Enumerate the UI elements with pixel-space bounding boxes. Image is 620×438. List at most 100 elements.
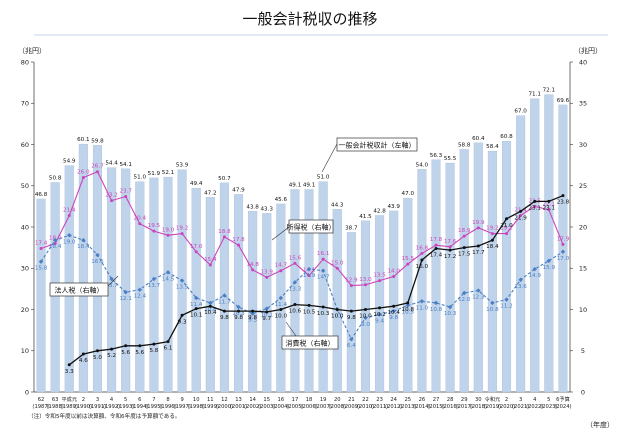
income-tax-value-label: 14.8: [246, 262, 259, 268]
corporate-tax-point: [490, 300, 495, 306]
income-tax-point: [448, 245, 452, 249]
income-tax-point: [406, 262, 410, 266]
x-tick-label: 25: [404, 397, 411, 403]
income-tax-point: [392, 275, 396, 278]
income-tax-point: [420, 251, 424, 255]
corporate-tax-point: [278, 295, 284, 301]
income-tax-value-label: 13.0: [359, 277, 372, 283]
total-bar: [304, 189, 314, 393]
income-tax-point: [208, 263, 212, 267]
consumption-tax-value-label: 10.4: [204, 310, 217, 316]
x-tick-label: 13: [235, 397, 242, 403]
x-tick-label-western: (2013): [399, 404, 416, 410]
x-tick-label-western: (2001): [230, 404, 247, 410]
income-tax-value-label: 14.7: [275, 263, 288, 269]
corporate-tax-value-label: 18.4: [77, 244, 90, 250]
corporate-tax-point: [250, 311, 255, 316]
income-tax-value-label: 23.7: [119, 188, 132, 194]
total-bar-label: 47.9: [232, 187, 245, 193]
income-tax-point: [138, 222, 142, 226]
x-axis-unit: （年度）: [586, 420, 614, 429]
x-tick-label: 2: [82, 397, 85, 403]
income-tax-value-label: 19.2: [486, 226, 498, 232]
corporate-tax-point: [518, 277, 523, 282]
callout-total: 一般会計税収計（左軸）: [321, 137, 418, 173]
total-bar: [445, 162, 455, 393]
income-tax-value-label: 15.4: [204, 257, 217, 263]
total-bar: [360, 220, 370, 393]
total-bar-label: 51.9: [148, 171, 161, 177]
corporate-tax-point: [137, 287, 142, 292]
corporate-tax-point: [208, 300, 213, 306]
total-bar: [431, 159, 441, 393]
x-tick-label-western: (1997): [173, 404, 190, 410]
x-tick-label-western: (1990): [75, 404, 92, 410]
consumption-tax-point: [208, 304, 212, 308]
consumption-tax-point: [166, 340, 170, 344]
income-tax-point: [293, 261, 297, 265]
corporate-tax-value-label: 14.9: [303, 273, 316, 279]
corporate-tax-value-label: 10.8: [204, 307, 217, 313]
income-tax-value-label: 14.0: [387, 269, 400, 275]
consumption-tax-value-label: 4.6: [79, 358, 88, 364]
x-tick-label: 3: [519, 397, 522, 403]
consumption-tax-value-label: 16.0: [416, 264, 429, 270]
total-bar: [403, 197, 413, 393]
total-bar: [375, 215, 385, 393]
total-bar-label: 60.1: [77, 137, 90, 143]
total-bar: [191, 188, 201, 393]
total-bar-label: 60.4: [472, 136, 485, 142]
income-tax-value-label: 18.8: [218, 229, 231, 235]
corporate-tax-point: [504, 297, 509, 302]
total-bar: [163, 176, 173, 393]
total-bar-label: 43.3: [261, 206, 274, 212]
income-tax-point: [95, 170, 99, 174]
x-tick-label: 24: [390, 397, 397, 403]
income-tax-point: [110, 199, 114, 203]
x-tick-label: 26: [419, 397, 426, 403]
total-bar: [78, 143, 88, 393]
x-tick-label: 19: [320, 397, 327, 403]
consumption-tax-point: [222, 309, 226, 313]
x-tick-label: 12: [221, 397, 228, 403]
left-tick-label: 50: [21, 182, 29, 190]
consumption-tax-point: [434, 246, 438, 250]
total-bar: [205, 197, 215, 393]
consumption-tax-point: [462, 246, 466, 250]
total-bar-label: 49.4: [190, 181, 203, 187]
consumption-tax-point: [251, 309, 255, 313]
total-bar-label: 49.1: [289, 182, 302, 188]
consumption-tax-point: [378, 306, 382, 310]
income-tax-point: [505, 232, 509, 236]
income-tax-point: [519, 213, 523, 217]
callout-total-leader: [321, 143, 338, 173]
callout-consumption-box: [281, 335, 339, 350]
total-bar: [290, 189, 300, 393]
income-tax-point: [335, 266, 339, 270]
total-bar-label: 51.0: [317, 175, 330, 181]
total-bar-label: 50.7: [218, 176, 231, 182]
consumption-tax-value-label: 10.2: [373, 312, 385, 318]
consumption-tax-point: [519, 209, 523, 213]
income-tax-value-label: 22.1: [543, 202, 556, 208]
corporate-tax-value-label: 9.8: [389, 315, 398, 321]
income-tax-value-label: 16.1: [317, 251, 330, 257]
income-tax-point: [363, 283, 367, 287]
consumption-tax-value-label: 9.8: [220, 315, 229, 321]
consumption-tax-point: [95, 349, 99, 353]
total-bar-label: 59.8: [91, 138, 104, 144]
callout-corporate-box: [49, 282, 109, 297]
corporate-tax-point: [447, 304, 453, 310]
consumption-tax-point: [547, 199, 551, 203]
left-tick-label: 0: [25, 388, 29, 396]
income-tax-point: [53, 242, 57, 245]
x-tick-label: 5: [124, 397, 127, 403]
total-bar-label: 53.9: [176, 163, 189, 169]
x-tick-label: 3: [96, 397, 99, 403]
x-tick-label: 7: [152, 397, 155, 403]
corporate-tax-point: [546, 258, 552, 264]
income-tax-point: [251, 268, 255, 272]
consumption-tax-point: [363, 308, 367, 311]
total-bar: [516, 115, 526, 393]
